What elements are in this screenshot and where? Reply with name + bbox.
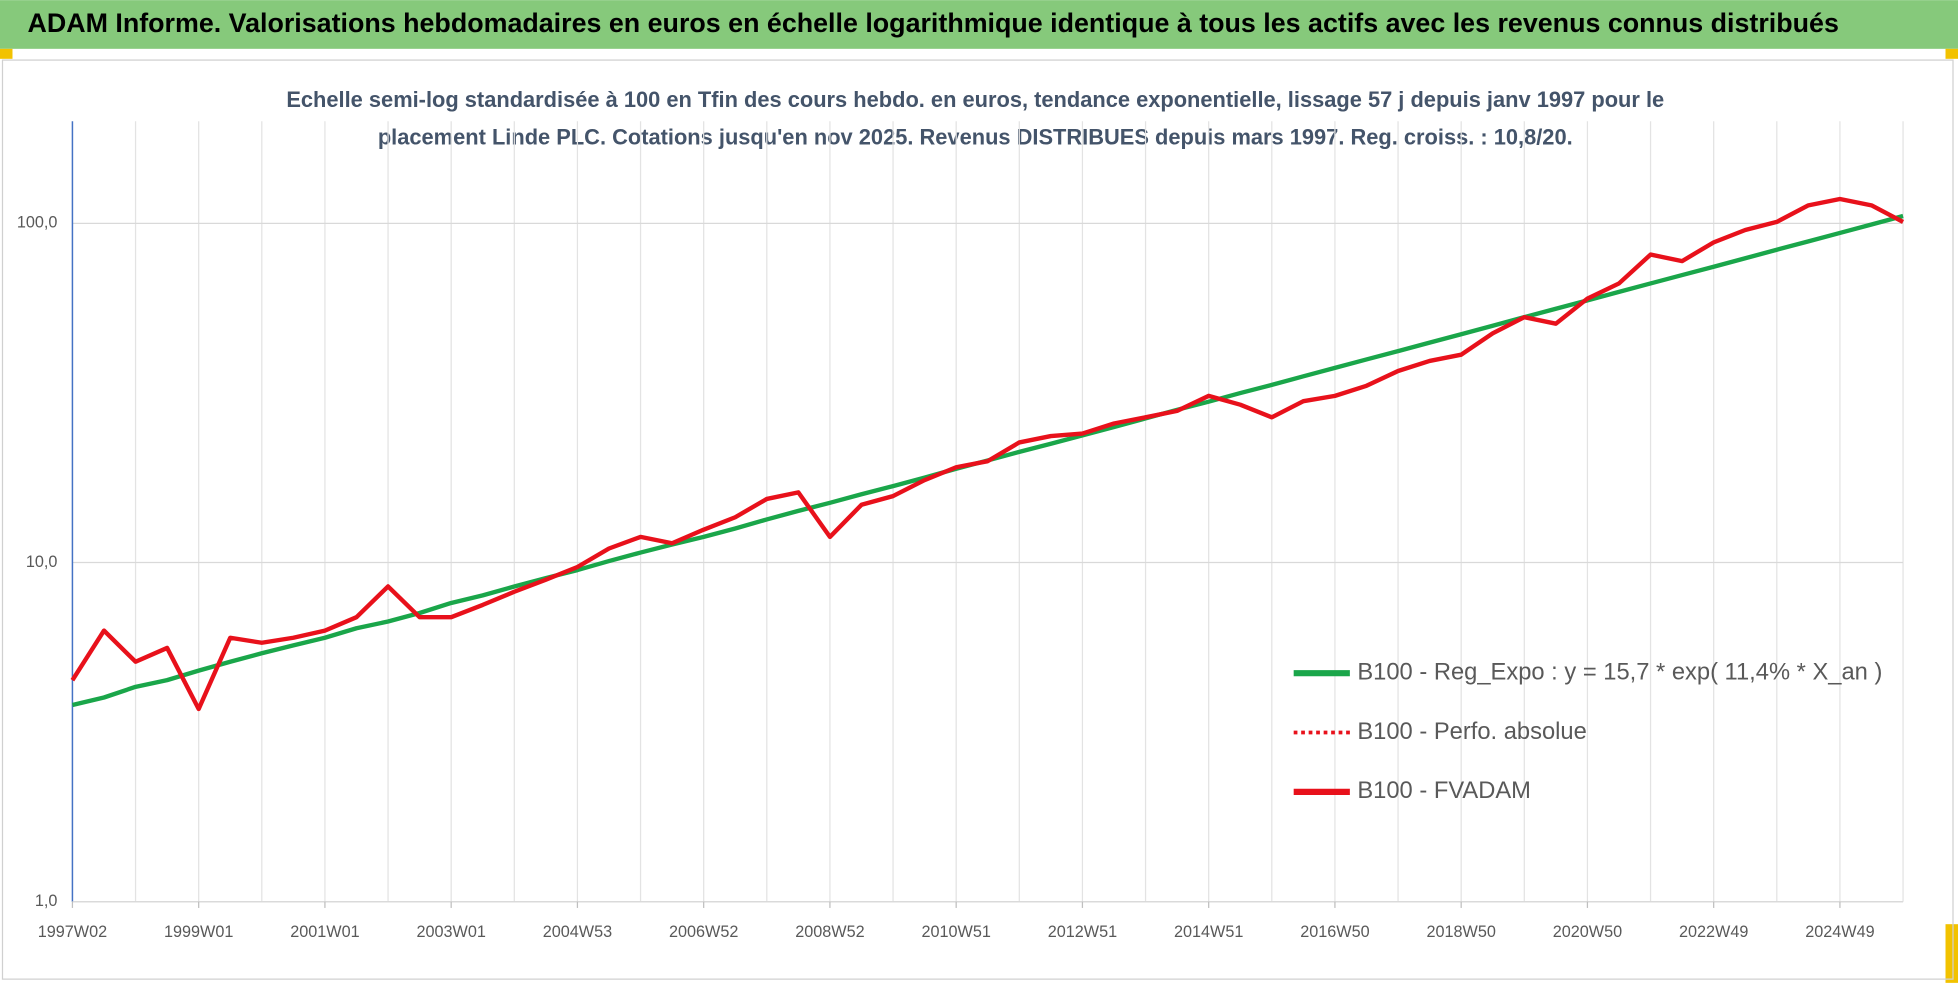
x-tick-label: 2020W50 [1553,923,1622,941]
corner-marker [1945,48,1958,59]
x-tick-label: 2006W52 [669,923,738,941]
x-tick-label: 2018W50 [1426,923,1495,941]
header-bar [0,0,1958,49]
chart-subtitle: Echelle semi-log standardisée à 100 en T… [286,87,1664,112]
chart-subtitle: placement Linde PLC. Cotations jusqu'en … [378,125,1573,150]
x-tick-label: 2016W50 [1300,923,1369,941]
x-tick-label: 2008W52 [795,923,864,941]
y-tick-label: 1,0 [35,892,58,910]
x-tick-label: 2014W51 [1174,923,1243,941]
corner-marker [1945,924,1958,983]
y-tick-label: 100,0 [17,214,58,232]
corner-marker [0,48,13,59]
x-tick-label: 2010W51 [921,923,990,941]
x-tick-label: 2001W01 [290,923,359,941]
x-tick-label: 2022W49 [1679,923,1748,941]
x-tick-label: 2003W01 [416,923,485,941]
legend-label: B100 - Reg_Expo : y = 15,7 * exp( 11,4% … [1357,659,1882,685]
x-tick-label: 2004W53 [543,923,612,941]
y-tick-label: 10,0 [26,553,58,571]
series-line [70,196,1905,712]
x-tick-label: 2024W49 [1805,923,1874,941]
legend-label: B100 - Perfo. absolue [1357,719,1586,745]
legend-label: B100 - FVADAM [1357,778,1531,804]
x-tick-label: 1997W02 [38,923,107,941]
chart-frame [1,59,1954,980]
plot-area: 1,0 10,0 100,0 1997W02 1999W01 2001W01 2003W01… [17,121,1905,941]
page-title: ADAM Informe. Valorisations hebdomadaire… [27,8,1838,38]
x-tick-label: 2012W51 [1048,923,1117,941]
x-tick-label: 1999W01 [164,923,233,941]
